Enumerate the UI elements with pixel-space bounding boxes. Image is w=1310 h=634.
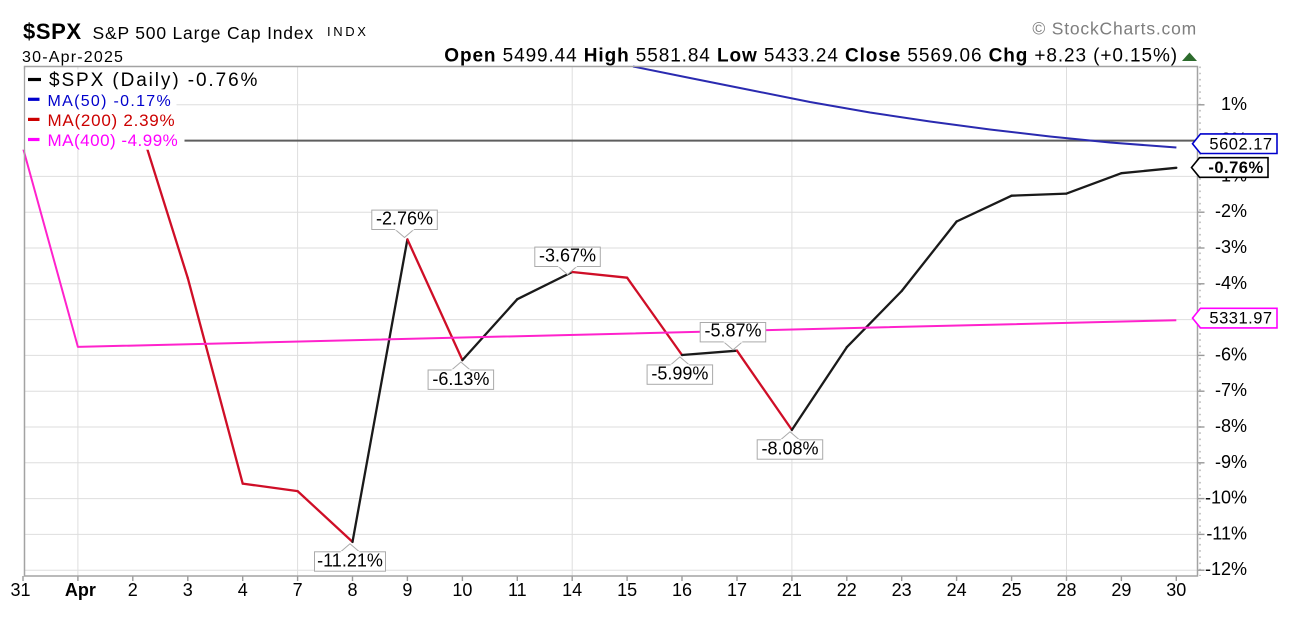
svg-text:22: 22 bbox=[837, 580, 857, 600]
svg-text:-3%: -3% bbox=[1215, 237, 1247, 257]
svg-text:8: 8 bbox=[347, 580, 357, 600]
svg-text:3: 3 bbox=[183, 580, 193, 600]
svg-text:31: 31 bbox=[10, 580, 30, 600]
svg-text:10: 10 bbox=[452, 580, 472, 600]
svg-text:7: 7 bbox=[293, 580, 303, 600]
svg-text:17: 17 bbox=[727, 580, 747, 600]
svg-text:-6%: -6% bbox=[1215, 344, 1247, 364]
svg-text:11: 11 bbox=[508, 580, 527, 600]
svg-text:-6.13%: -6.13% bbox=[432, 369, 489, 389]
svg-text:30: 30 bbox=[1166, 580, 1186, 600]
svg-text:INDX: INDX bbox=[327, 24, 368, 39]
svg-text:1%: 1% bbox=[1221, 94, 1247, 114]
svg-text:24: 24 bbox=[947, 580, 967, 600]
svg-text:30-Apr-2025: 30-Apr-2025 bbox=[22, 49, 124, 66]
svg-text:4: 4 bbox=[238, 580, 248, 600]
svg-text:-11%: -11% bbox=[1206, 523, 1247, 543]
svg-text:MA(50) -0.17%: MA(50) -0.17% bbox=[48, 93, 173, 110]
svg-text:-3.67%: -3.67% bbox=[539, 245, 596, 265]
svg-text:-8.08%: -8.08% bbox=[761, 439, 818, 459]
svg-text:© StockCharts.com: © StockCharts.com bbox=[1032, 19, 1197, 39]
svg-text:15: 15 bbox=[617, 580, 637, 600]
svg-text:9: 9 bbox=[402, 580, 412, 600]
svg-text:-7%: -7% bbox=[1215, 380, 1247, 400]
svg-text:-2%: -2% bbox=[1215, 201, 1247, 221]
svg-text:-12%: -12% bbox=[1205, 559, 1247, 579]
svg-text:$SPX: $SPX bbox=[23, 19, 82, 44]
svg-text:25: 25 bbox=[1002, 580, 1022, 600]
svg-text:-5.99%: -5.99% bbox=[651, 364, 708, 384]
svg-text:$SPX (Daily) -0.76%: $SPX (Daily) -0.76% bbox=[49, 70, 259, 91]
svg-text:-10%: -10% bbox=[1205, 488, 1247, 508]
svg-text:23: 23 bbox=[892, 580, 912, 600]
svg-text:-8%: -8% bbox=[1215, 416, 1247, 436]
svg-text:S&P 500 Large Cap Index: S&P 500 Large Cap Index bbox=[93, 23, 314, 43]
svg-text:5602.17: 5602.17 bbox=[1209, 135, 1272, 153]
svg-text:MA(200) 2.39%: MA(200) 2.39% bbox=[48, 111, 176, 130]
svg-text:-9%: -9% bbox=[1215, 452, 1247, 472]
svg-text:MA(400) -4.99%: MA(400) -4.99% bbox=[48, 131, 179, 150]
svg-text:-5.87%: -5.87% bbox=[704, 321, 761, 341]
svg-text:-0.76%: -0.76% bbox=[1208, 159, 1263, 177]
svg-text:2: 2 bbox=[128, 580, 138, 600]
svg-text:-2.76%: -2.76% bbox=[376, 208, 433, 228]
svg-text:5331.97: 5331.97 bbox=[1209, 310, 1272, 328]
svg-text:16: 16 bbox=[672, 580, 692, 600]
svg-text:-11.21%: -11.21% bbox=[317, 551, 383, 571]
svg-text:29: 29 bbox=[1111, 580, 1131, 600]
svg-text:28: 28 bbox=[1056, 580, 1076, 600]
svg-text:Apr: Apr bbox=[65, 580, 96, 600]
svg-text:21: 21 bbox=[782, 580, 802, 600]
svg-text:14: 14 bbox=[562, 580, 582, 600]
svg-text:-4%: -4% bbox=[1215, 273, 1247, 293]
svg-text:Open 5499.44 High 5581.84 Low: Open 5499.44 High 5581.84 Low 5433.24 Cl… bbox=[444, 46, 1178, 67]
